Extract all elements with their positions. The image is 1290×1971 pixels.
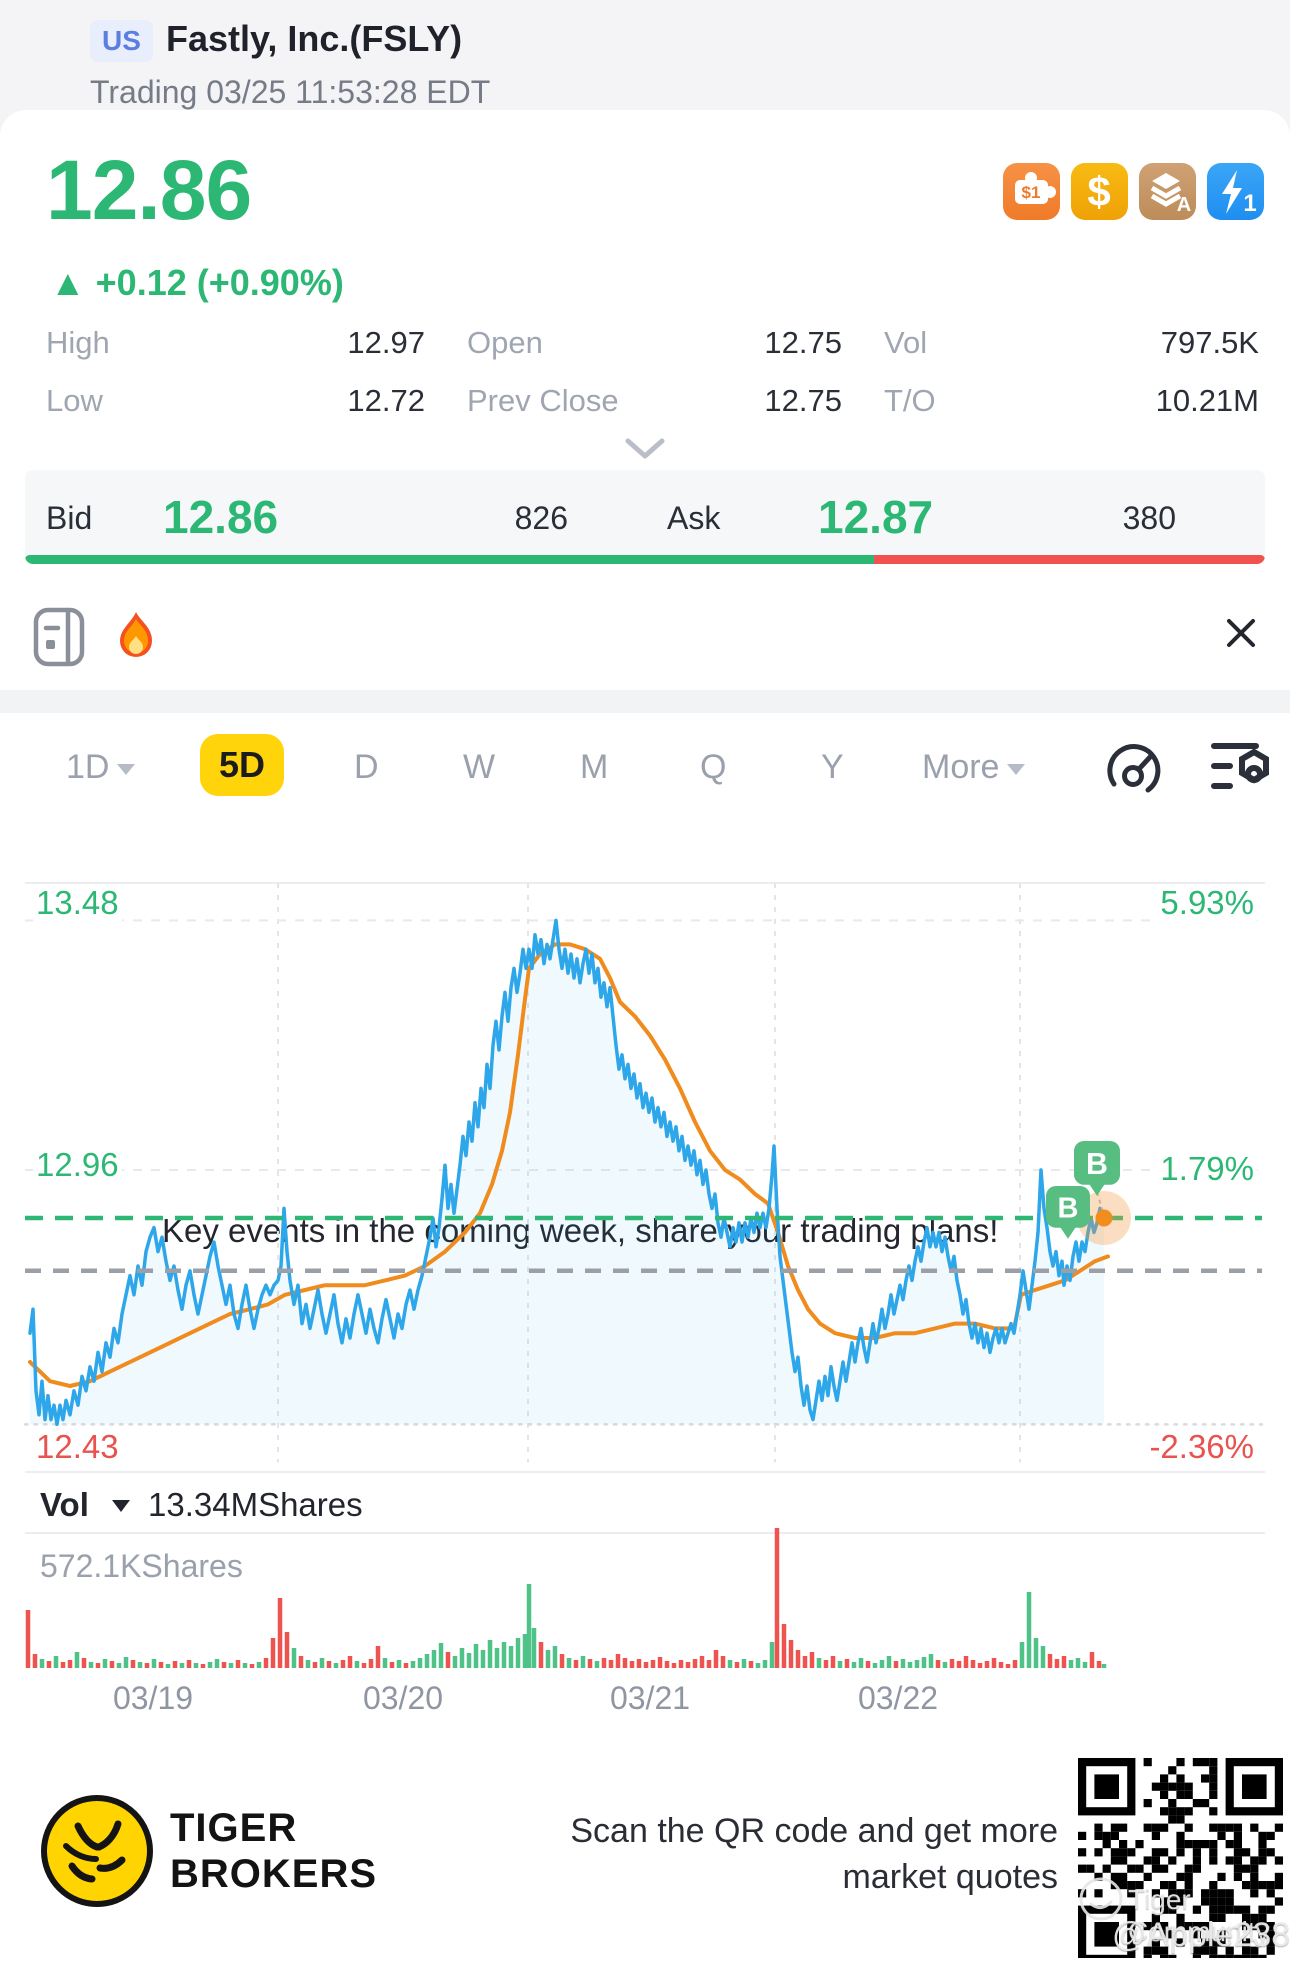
svg-text:$1: $1 <box>1022 183 1041 202</box>
fire-icon <box>120 612 152 657</box>
tab-d[interactable]: D <box>354 748 379 786</box>
page-title: Fastly, Inc.(FSLY) <box>166 18 463 59</box>
svg-text:B: B <box>1058 1193 1079 1225</box>
x-label-0322: 03/22 <box>857 1680 939 1716</box>
chevron-down-icon <box>1007 763 1026 775</box>
tab-more[interactable]: More <box>922 748 1026 787</box>
note-icon <box>33 607 85 667</box>
stat-turnover: T/O 10.21M <box>884 383 1259 418</box>
chevron-down-icon <box>112 1500 130 1512</box>
bid-ask-panel: Bid 12.86 826 Ask 12.87 380 <box>25 470 1265 564</box>
ask-size: 380 <box>1122 500 1176 536</box>
volume-indicator-label[interactable]: Vol <box>40 1486 89 1523</box>
x-label-0319: 03/19 <box>112 1680 194 1716</box>
axis-pct-mid: 1.79% <box>1157 1150 1257 1188</box>
price-change: ▲ +0.12 (+0.90%) <box>50 262 344 303</box>
bid-label: Bid <box>46 500 93 536</box>
axis-price-mid: 12.96 <box>33 1146 122 1184</box>
ask-label: Ask <box>667 500 721 536</box>
trading-status: Trading 03/25 11:53:28 EDT <box>90 74 491 110</box>
bid-price[interactable]: 12.86 <box>163 491 279 543</box>
bid-size: 826 <box>514 500 568 536</box>
bid-ratio-segment <box>25 555 875 564</box>
section-divider <box>0 690 1290 713</box>
brand-name-line2: BROKERS <box>170 1852 378 1896</box>
expand-stats-chevron-icon[interactable] <box>624 436 666 462</box>
brand-name-line1: TIGER <box>170 1806 298 1850</box>
axis-price-low: 12.43 <box>33 1428 122 1466</box>
tab-1d[interactable]: 1D <box>66 748 136 787</box>
stat-high: High 12.97 <box>46 325 425 360</box>
last-price: 12.86 <box>46 143 252 237</box>
flash-order-icon[interactable]: 1 <box>1207 163 1264 220</box>
tiger-brokers-logo <box>41 1795 153 1907</box>
volume-total: 13.34MShares <box>148 1486 363 1523</box>
up-arrow-icon: ▲ <box>50 262 86 303</box>
market-level-icon[interactable]: A <box>1139 163 1196 220</box>
x-label-0320: 03/20 <box>362 1680 444 1716</box>
paper-trading-icon[interactable]: $1 <box>1003 163 1060 220</box>
svg-text:1: 1 <box>1243 190 1256 217</box>
qr-code <box>1078 1758 1283 1958</box>
tab-y[interactable]: Y <box>821 748 844 786</box>
svg-text:$: $ <box>1087 168 1110 215</box>
watermark-username: @Apple2388b <box>1112 1916 1290 1954</box>
axis-pct-high: 5.93% <box>1157 884 1257 922</box>
tab-5d[interactable]: 5D <box>200 734 284 796</box>
svg-text:A: A <box>1177 194 1191 216</box>
chevron-down-icon <box>117 763 136 775</box>
scan-text-line2: market quotes <box>842 1858 1058 1896</box>
ask-price[interactable]: 12.87 <box>818 491 934 543</box>
tab-q[interactable]: Q <box>700 748 727 786</box>
stat-vol: Vol 797.5K <box>884 325 1259 360</box>
axis-pct-low: -2.36% <box>1146 1428 1257 1466</box>
watermark-logo-icon <box>1079 1877 1123 1921</box>
indicator-settings-icon[interactable] <box>1208 736 1284 800</box>
cash-icon[interactable]: $ <box>1071 163 1128 220</box>
gauge-icon[interactable] <box>1100 736 1170 800</box>
axis-price-high: 13.48 <box>33 884 122 922</box>
scan-text-line1: Scan the QR code and get more <box>570 1812 1058 1850</box>
svg-text:B: B <box>1086 1148 1108 1181</box>
bid-ask-ratio-bar <box>25 555 1265 564</box>
tab-m[interactable]: M <box>580 748 609 786</box>
watermark-community: Tiger Community <box>1128 1884 1270 1947</box>
market-badge: US <box>90 20 153 62</box>
tab-w[interactable]: W <box>463 748 496 786</box>
stat-low: Low 12.72 <box>46 383 425 418</box>
ask-ratio-segment <box>874 555 1265 564</box>
stat-open: Open 12.75 <box>467 325 842 360</box>
buy-marker[interactable]: B <box>1046 1186 1090 1239</box>
volume-scale-label: 572.1KShares <box>40 1548 243 1584</box>
x-label-0321: 03/21 <box>609 1680 691 1716</box>
stat-prev-close: Prev Close 12.75 <box>467 383 842 418</box>
buy-marker[interactable]: B <box>1074 1141 1120 1196</box>
close-icon[interactable] <box>1222 614 1262 654</box>
